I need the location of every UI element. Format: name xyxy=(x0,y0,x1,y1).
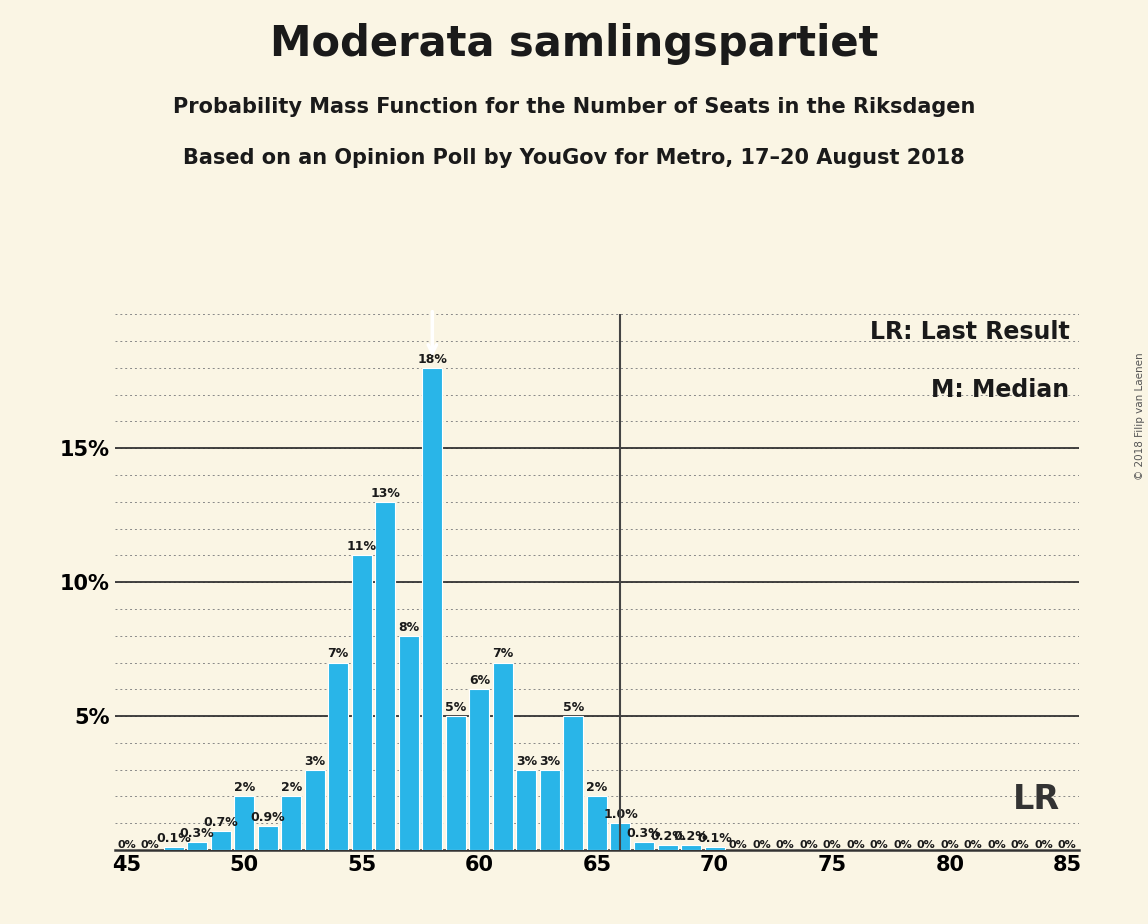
Text: 0.7%: 0.7% xyxy=(203,816,238,829)
Text: 0.3%: 0.3% xyxy=(627,827,661,840)
Text: 7%: 7% xyxy=(327,648,349,661)
Bar xyxy=(164,847,184,850)
Text: 0.2%: 0.2% xyxy=(674,830,708,843)
Text: Probability Mass Function for the Number of Seats in the Riksdagen: Probability Mass Function for the Number… xyxy=(173,97,975,117)
Text: 8%: 8% xyxy=(398,621,419,634)
Text: 1.0%: 1.0% xyxy=(603,808,638,821)
Bar xyxy=(445,716,466,850)
Text: 0.9%: 0.9% xyxy=(250,811,285,824)
Text: Moderata samlingspartiet: Moderata samlingspartiet xyxy=(270,23,878,65)
Text: 0%: 0% xyxy=(1034,840,1053,849)
Text: 0%: 0% xyxy=(823,840,841,849)
Text: 2%: 2% xyxy=(280,782,302,795)
Text: 0%: 0% xyxy=(729,840,747,849)
Text: 0%: 0% xyxy=(141,840,160,849)
Text: 0.3%: 0.3% xyxy=(180,827,215,840)
Text: 5%: 5% xyxy=(445,701,466,714)
Bar xyxy=(257,826,278,850)
Text: 5%: 5% xyxy=(563,701,584,714)
Text: 0%: 0% xyxy=(117,840,135,849)
Bar xyxy=(492,663,513,850)
Text: 0%: 0% xyxy=(870,840,889,849)
Text: 0%: 0% xyxy=(846,840,866,849)
Text: LR: LR xyxy=(1013,783,1060,816)
Text: 0%: 0% xyxy=(987,840,1006,849)
Bar xyxy=(658,845,677,850)
Bar xyxy=(375,502,395,850)
Text: 3%: 3% xyxy=(540,755,560,768)
Bar xyxy=(705,847,724,850)
Bar xyxy=(470,689,489,850)
Text: 0%: 0% xyxy=(940,840,959,849)
Bar xyxy=(234,796,254,850)
Bar xyxy=(587,796,607,850)
Text: 0%: 0% xyxy=(752,840,771,849)
Text: 0%: 0% xyxy=(1011,840,1030,849)
Text: 0%: 0% xyxy=(964,840,983,849)
Bar xyxy=(281,796,301,850)
Bar xyxy=(634,842,654,850)
Text: LR: Last Result: LR: Last Result xyxy=(870,320,1070,344)
Text: 7%: 7% xyxy=(492,648,513,661)
Bar xyxy=(422,368,442,850)
Bar xyxy=(304,770,325,850)
Bar xyxy=(517,770,536,850)
Bar xyxy=(564,716,583,850)
Text: 0.1%: 0.1% xyxy=(697,833,732,845)
Text: 18%: 18% xyxy=(418,353,448,366)
Text: 0.2%: 0.2% xyxy=(650,830,685,843)
Text: © 2018 Filip van Laenen: © 2018 Filip van Laenen xyxy=(1135,352,1145,480)
Bar xyxy=(187,842,207,850)
Bar xyxy=(398,636,419,850)
Text: M: Median: M: Median xyxy=(931,379,1070,403)
Text: 2%: 2% xyxy=(587,782,607,795)
Bar xyxy=(328,663,348,850)
Text: 0%: 0% xyxy=(799,840,819,849)
Text: 3%: 3% xyxy=(515,755,537,768)
Text: Based on an Opinion Poll by YouGov for Metro, 17–20 August 2018: Based on an Opinion Poll by YouGov for M… xyxy=(184,148,964,168)
Text: 0%: 0% xyxy=(893,840,913,849)
Text: 0%: 0% xyxy=(776,840,794,849)
Bar xyxy=(210,832,231,850)
Text: 13%: 13% xyxy=(371,487,401,500)
Text: 0.1%: 0.1% xyxy=(156,833,191,845)
Bar xyxy=(611,823,630,850)
Text: 0%: 0% xyxy=(1058,840,1077,849)
Text: 0%: 0% xyxy=(917,840,936,849)
Text: 6%: 6% xyxy=(468,675,490,687)
Text: 3%: 3% xyxy=(304,755,325,768)
Bar xyxy=(351,555,372,850)
Text: 11%: 11% xyxy=(347,541,377,553)
Bar xyxy=(540,770,560,850)
Bar xyxy=(681,845,701,850)
Text: 2%: 2% xyxy=(233,782,255,795)
